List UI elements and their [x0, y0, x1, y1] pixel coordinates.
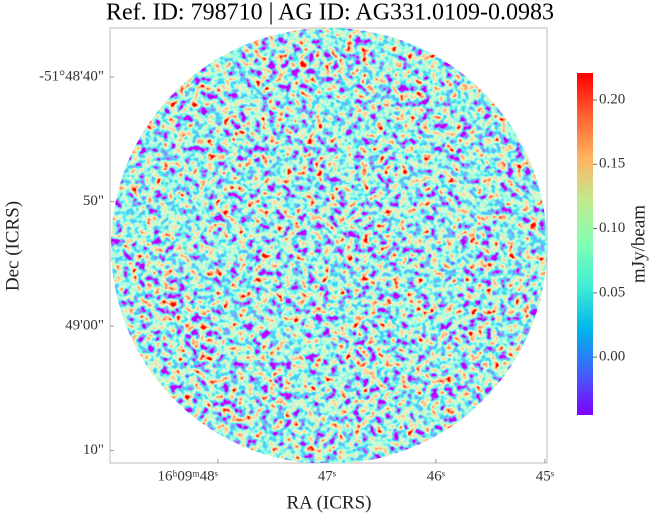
image [111, 28, 547, 463]
colorbar-tick-label: 0.00 [599, 349, 625, 365]
y-tick-label: 49'00" [65, 317, 104, 333]
colorbar-tick-label: 0.15 [599, 156, 625, 172]
x-axis-label: RA (ICRS) [287, 492, 372, 513]
colorbar-tick-label: 0.05 [599, 284, 625, 300]
colorbar-label: mJy/beam [628, 205, 649, 283]
colorbar [577, 73, 593, 415]
x-tick-label: 47ˢ [318, 468, 336, 484]
y-axis-label: Dec (ICRS) [2, 201, 23, 291]
colorbar-tick-label: 0.20 [599, 91, 625, 107]
x-tick-label: 16ʰ09ᵐ48ˢ [158, 468, 218, 484]
y-tick-label: 50" [83, 193, 104, 209]
colorbar-tick-label: 0.10 [599, 220, 625, 236]
y-tick-label: 10" [83, 442, 104, 458]
x-tick-label: 46ˢ [427, 468, 445, 484]
y-tick-label: -51°48'40" [39, 68, 104, 84]
x-tick-label: 45ˢ [536, 468, 554, 484]
chart-title: Ref. ID: 798710 | AG ID: AG331.0109-0.09… [106, 0, 554, 26]
